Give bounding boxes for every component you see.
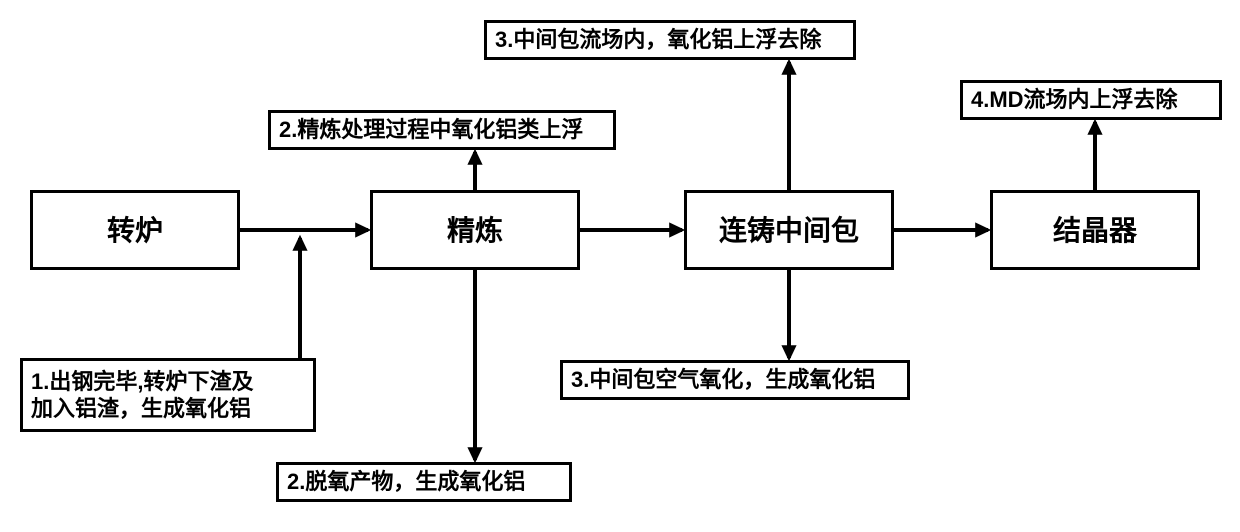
node-n4: 结晶器 — [990, 190, 1200, 270]
node-label: 2.脱氧产物，生成氧化铝 — [287, 468, 525, 496]
node-label: 结晶器 — [1053, 213, 1137, 248]
node-label: 3.中间包流场内，氧化铝上浮去除 — [495, 26, 821, 54]
node-a3top: 3.中间包流场内，氧化铝上浮去除 — [484, 20, 856, 60]
node-label: 1.出钢完毕,转炉下渣及 加入铝渣，生成氧化铝 — [31, 368, 253, 423]
node-label: 2.精炼处理过程中氧化铝类上浮 — [279, 116, 583, 144]
node-label: 连铸中间包 — [719, 213, 859, 248]
node-label: 3.中间包空气氧化，生成氧化铝 — [571, 366, 875, 394]
node-a4: 4.MD流场内上浮去除 — [960, 80, 1222, 120]
node-n3: 连铸中间包 — [684, 190, 894, 270]
node-label: 转炉 — [107, 213, 163, 248]
node-n1: 转炉 — [30, 190, 240, 270]
node-a2bot: 2.脱氧产物，生成氧化铝 — [276, 462, 572, 502]
node-a2top: 2.精炼处理过程中氧化铝类上浮 — [268, 110, 616, 150]
node-a3bot: 3.中间包空气氧化，生成氧化铝 — [560, 360, 910, 400]
node-n2: 精炼 — [370, 190, 580, 270]
node-a1: 1.出钢完毕,转炉下渣及 加入铝渣，生成氧化铝 — [20, 358, 316, 432]
node-label: 4.MD流场内上浮去除 — [971, 86, 1178, 114]
node-label: 精炼 — [447, 213, 503, 248]
